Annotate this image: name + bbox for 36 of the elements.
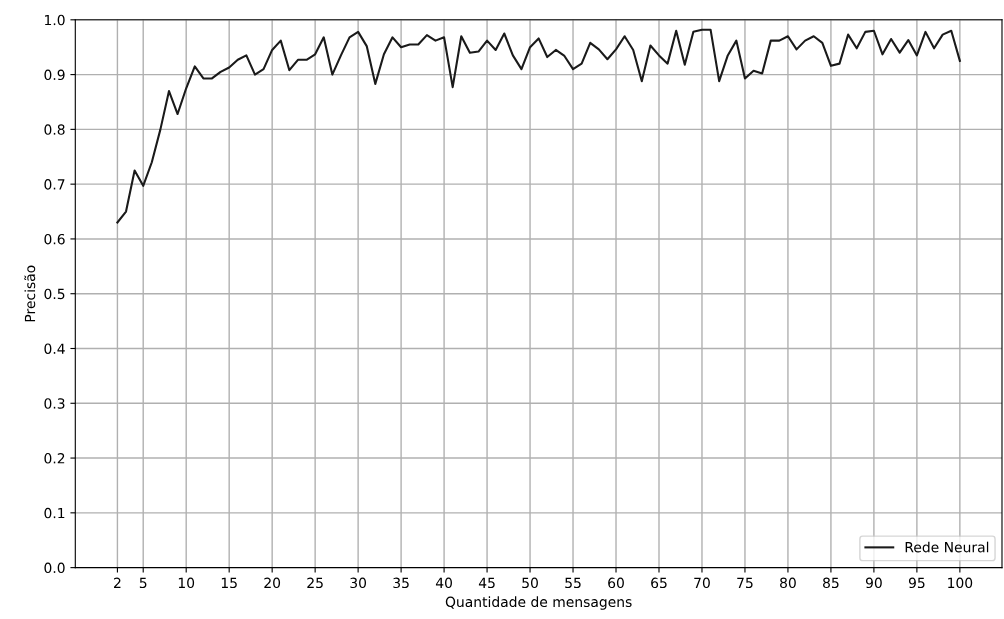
x-tick-label: 15 — [221, 577, 237, 589]
x-tick-label: 75 — [737, 577, 753, 589]
y-tick-label: 0.9 — [44, 69, 65, 81]
x-tick-label: 50 — [522, 577, 538, 589]
y-tick-label: 0.8 — [44, 124, 65, 135]
x-tick-label: 100 — [948, 577, 973, 589]
x-tick-label: 90 — [865, 577, 882, 589]
x-tick-label: 60 — [608, 577, 624, 589]
x-tick-label: 80 — [780, 577, 796, 589]
x-tick-label: 65 — [651, 577, 667, 589]
x-tick-label: 5 — [139, 577, 147, 589]
y-tick-label: 0.4 — [44, 343, 65, 354]
x-tick-label: 85 — [823, 577, 839, 589]
x-tick-label: 30 — [350, 577, 367, 589]
y-axis-title: Precisão — [24, 265, 36, 322]
line-series — [116, 28, 961, 224]
legend-label: Rede Neural — [905, 541, 989, 553]
y-tick-label: 0.2 — [44, 453, 65, 464]
y-tick-label: 1.0 — [45, 14, 65, 26]
x-tick-label: 2 — [114, 577, 121, 588]
x-tick-label: 35 — [393, 577, 409, 589]
x-tick-label: 20 — [264, 577, 281, 589]
x-tick-label: 95 — [908, 577, 925, 589]
y-tick-label: 0.3 — [44, 398, 65, 409]
x-tick-label: 55 — [565, 577, 581, 589]
x-axis-title: Quantidade de mensagens — [445, 596, 632, 610]
y-tick-label: 0.0 — [44, 562, 65, 574]
x-tick-label: 10 — [178, 577, 195, 589]
y-tick-label: 0.5 — [44, 288, 65, 300]
y-tick-label: 0.7 — [44, 179, 65, 190]
y-tick-label: 0.6 — [44, 233, 65, 245]
x-tick-label: 40 — [435, 577, 452, 589]
y-tick-label: 0.1 — [44, 507, 65, 519]
x-tick-label: 45 — [478, 577, 495, 589]
x-tick-label: 25 — [307, 577, 323, 589]
x-tick-label: 70 — [694, 577, 710, 589]
